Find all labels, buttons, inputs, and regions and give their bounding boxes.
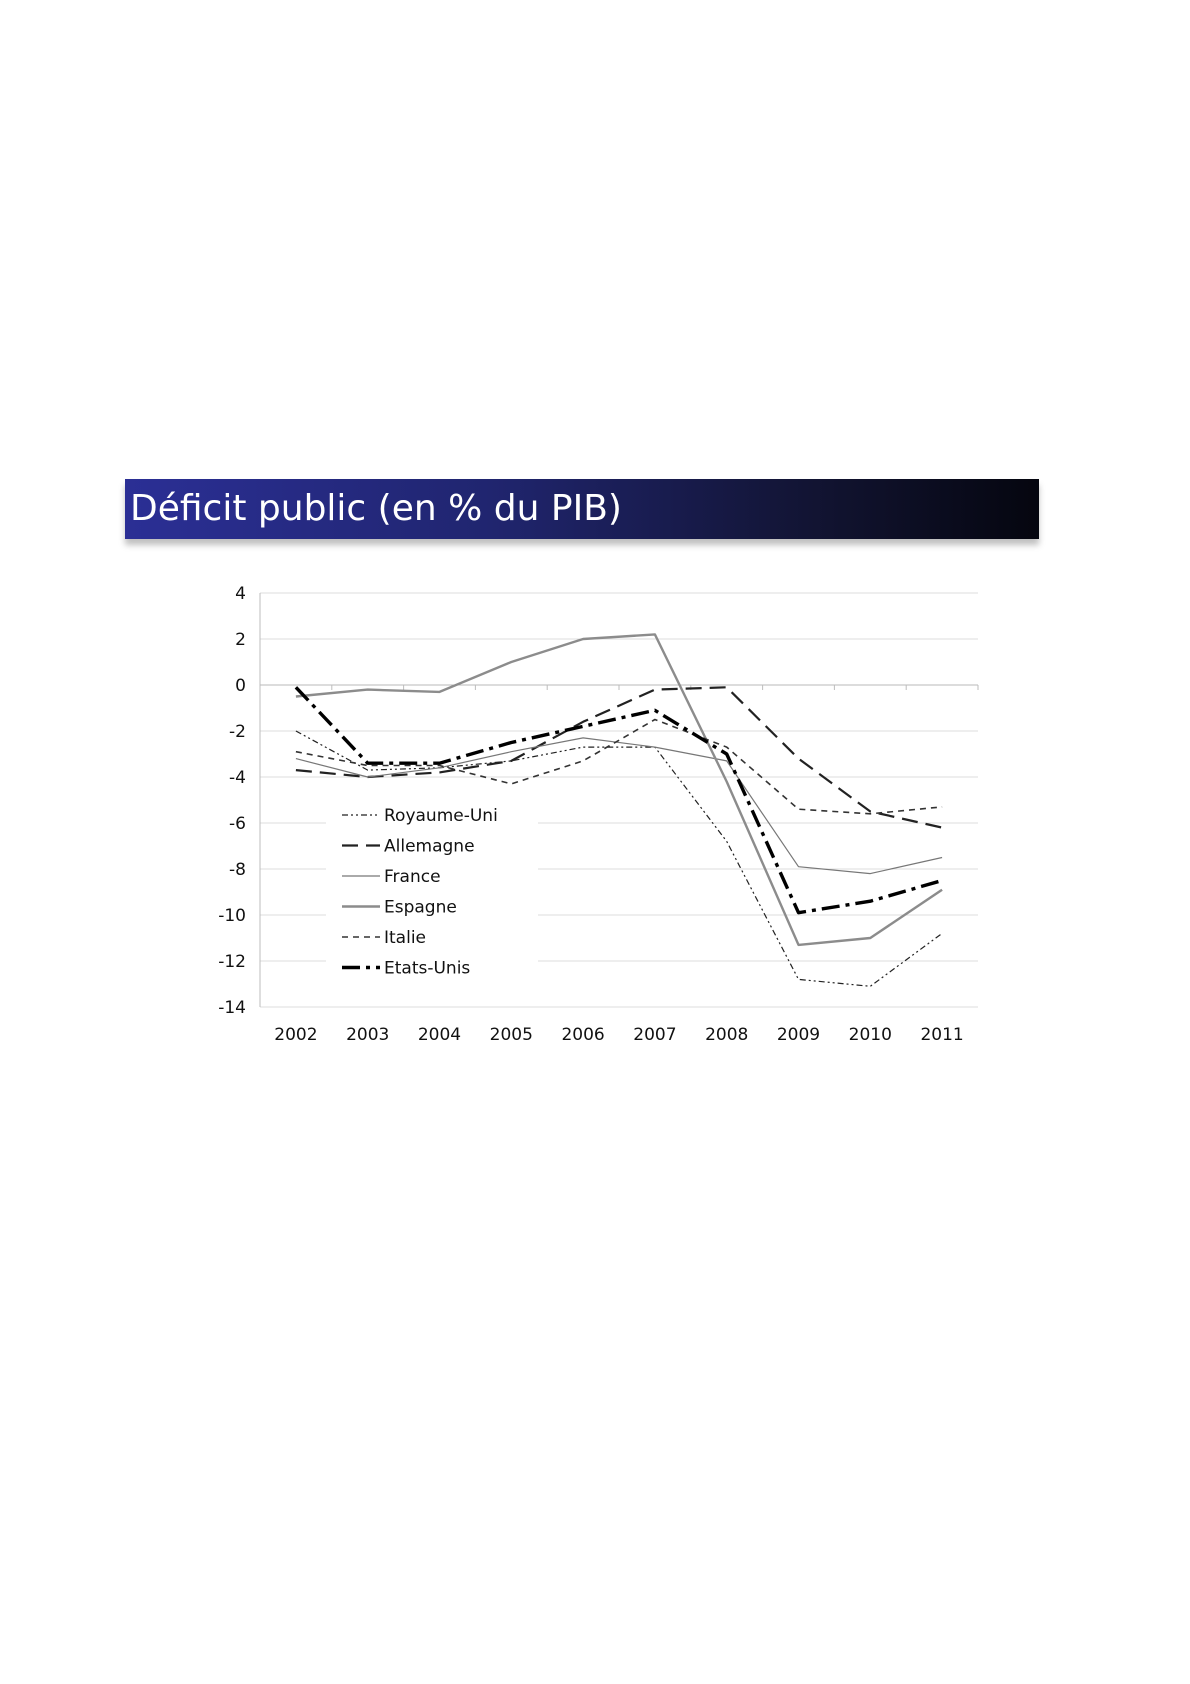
legend: Royaume-Uni Allemagne France Espagne Italie E…: [326, 798, 538, 992]
slide-title-bar: Déficit public (en % du PIB): [125, 479, 1039, 539]
x-tick-label: 2002: [274, 1025, 317, 1045]
series-line-royaume-uni: [295, 730, 943, 987]
legend-label: Allemagne: [384, 837, 475, 857]
series-line-italie: [295, 718, 943, 815]
series-line-france: [295, 737, 943, 875]
axes: 4 2 0 -2 -4 -6 -8 -10 -12 -14 2002 2003 2004 2005 2006…: [218, 584, 979, 1045]
y-tick-label: -4: [229, 768, 246, 788]
y-tick-label: 2: [235, 630, 246, 650]
series-line-espagne: [295, 633, 943, 947]
y-tick-label: 0: [235, 676, 246, 696]
x-tick-label: 2011: [920, 1025, 963, 1045]
x-tick-label: 2005: [490, 1025, 533, 1045]
y-tick-label: -12: [218, 952, 246, 972]
x-tick-label: 2006: [561, 1025, 604, 1045]
slide-title: Déficit public (en % du PIB): [130, 488, 622, 529]
legend-label: Royaume-Uni: [384, 806, 498, 826]
y-tick-label: -10: [218, 906, 246, 926]
y-tick-label: -14: [218, 998, 246, 1018]
x-tick-label: 2003: [346, 1025, 389, 1045]
deficit-line-chart: 4 2 0 -2 -4 -6 -8 -10 -12 -14 2002 2003 2004 2005 2006…: [218, 584, 979, 1045]
x-tick-label: 2007: [633, 1025, 676, 1045]
legend-label: Etats-Unis: [384, 959, 470, 979]
series-line-etats-unis: [294, 686, 943, 915]
x-tick-label: 2008: [705, 1025, 748, 1045]
series: [294, 633, 943, 987]
y-tick-label: 4: [235, 584, 246, 604]
x-tick-label: 2004: [418, 1025, 461, 1045]
y-tick-label: -2: [229, 722, 246, 742]
y-tick-label: -8: [229, 860, 246, 880]
x-tick-label: 2010: [849, 1025, 892, 1045]
legend-label: Italie: [384, 928, 426, 948]
y-tick-label: -6: [229, 814, 246, 834]
x-tick-label: 2009: [777, 1025, 820, 1045]
legend-label: France: [384, 867, 441, 887]
series-line-allemagne: [295, 686, 943, 829]
legend-label: Espagne: [384, 898, 457, 918]
legend-box: [326, 798, 538, 992]
